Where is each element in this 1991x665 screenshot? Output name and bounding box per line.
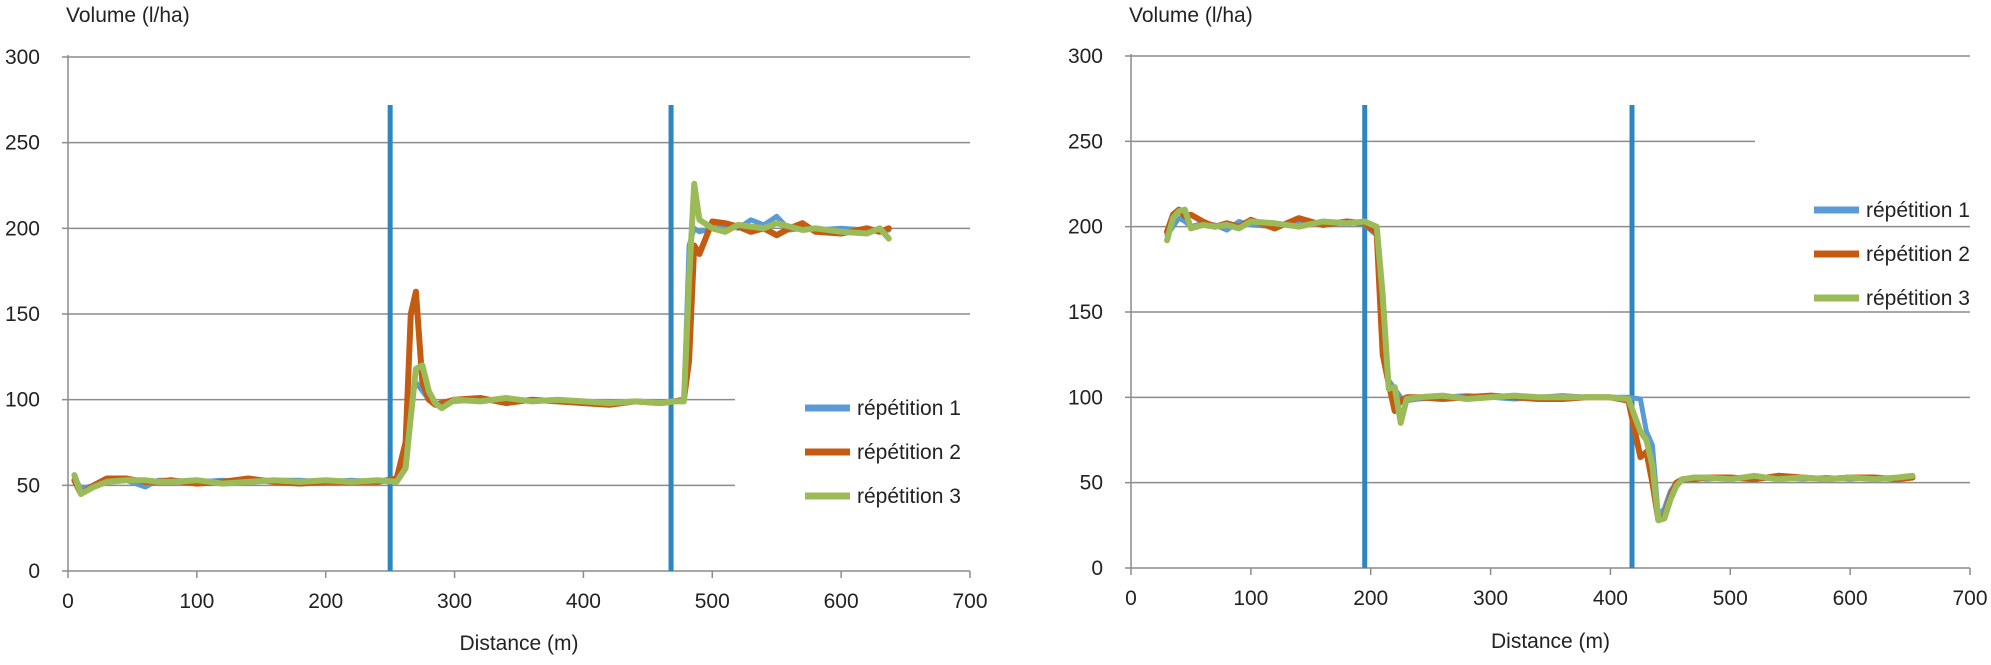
legend: répétition 1 répétition 2 répétition 3 bbox=[1814, 199, 1970, 310]
y-tick-label: 50 bbox=[1080, 472, 1103, 495]
y-axis-label: Volume (l/ha) bbox=[66, 4, 190, 27]
x-tick-label: 400 bbox=[566, 590, 601, 613]
series-line-1 bbox=[71, 213, 892, 492]
x-tick-label: 200 bbox=[1353, 587, 1388, 610]
y-tick-label: 200 bbox=[5, 217, 40, 240]
series-line-3 bbox=[71, 180, 892, 497]
series-line-2 bbox=[1164, 206, 1916, 524]
legend-label: répétition 2 bbox=[1866, 243, 1970, 266]
x-tick-label: 600 bbox=[1833, 587, 1868, 610]
y-tick-label: 100 bbox=[1068, 386, 1103, 409]
legend-label: répétition 1 bbox=[1866, 199, 1970, 222]
x-tick-label: 400 bbox=[1593, 587, 1628, 610]
series-line-2 bbox=[71, 218, 892, 497]
legend-label: répétition 2 bbox=[857, 441, 961, 464]
chart-2: 0 50 100 150 200 250 300 0 100 200 300 400 500 600 700… bbox=[1068, 4, 1988, 653]
x-tick-label: 200 bbox=[308, 590, 343, 613]
y-tick-label: 150 bbox=[5, 303, 40, 326]
y-tick-label: 250 bbox=[1068, 130, 1103, 153]
x-tick-label: 500 bbox=[1713, 587, 1748, 610]
y-tick-label: 300 bbox=[5, 46, 40, 69]
series-line-1 bbox=[1164, 215, 1915, 520]
y-tick-label: 100 bbox=[5, 389, 40, 412]
y-tick-label: 200 bbox=[1068, 216, 1103, 239]
x-tick-label: 300 bbox=[1473, 587, 1508, 610]
x-axis-label: Distance (m) bbox=[459, 632, 578, 655]
x-tick-label: 700 bbox=[1952, 587, 1987, 610]
x-tick-label: 700 bbox=[952, 590, 987, 613]
x-tick-label: 100 bbox=[1233, 587, 1268, 610]
x-tick-label: 300 bbox=[437, 590, 472, 613]
y-tick-label: 250 bbox=[5, 132, 40, 155]
y-tick-label: 50 bbox=[17, 474, 40, 497]
x-axis-label: Distance (m) bbox=[1491, 630, 1610, 653]
y-axis-label: Volume (l/ha) bbox=[1129, 4, 1253, 27]
legend-label: répétition 3 bbox=[857, 485, 961, 508]
legend-label: répétition 1 bbox=[857, 397, 961, 420]
y-tick-label: 150 bbox=[1068, 301, 1103, 324]
y-tick-label: 300 bbox=[1068, 45, 1103, 68]
chart-1: 0 50 100 150 200 250 300 0 100 200 300 400 500 600 700… bbox=[5, 4, 988, 655]
y-tick-label: 0 bbox=[1091, 557, 1103, 580]
legend: répétition 1 répétition 2 répétition 3 bbox=[805, 397, 961, 508]
x-tick-label: 600 bbox=[824, 590, 859, 613]
legend-label: répétition 3 bbox=[1866, 287, 1970, 310]
x-tick-label: 100 bbox=[179, 590, 214, 613]
series-line-3 bbox=[1164, 206, 1916, 524]
x-tick-label: 500 bbox=[695, 590, 730, 613]
x-tick-label: 0 bbox=[1125, 587, 1137, 610]
y-tick-label: 0 bbox=[28, 560, 40, 583]
x-tick-label: 0 bbox=[62, 590, 74, 613]
